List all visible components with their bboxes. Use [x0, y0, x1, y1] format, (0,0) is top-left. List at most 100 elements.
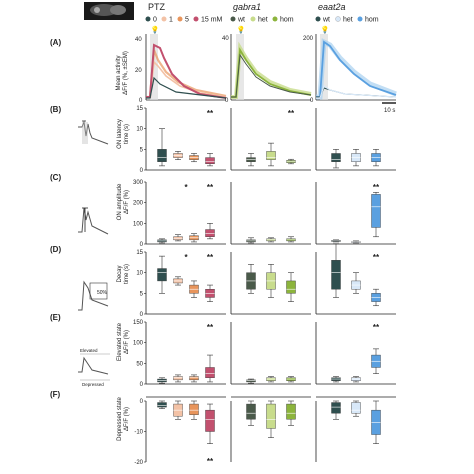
panelC-box-0-3 [205, 229, 215, 237]
panel-ylabel-4-0: Elevated state [117, 322, 123, 361]
panel-ylabel-2-1: ΔF/F (%) [124, 190, 130, 214]
schematic-decay-icon: 50% [78, 280, 109, 311]
panelF-box-2-0 [331, 402, 341, 414]
panelF-box-1-2 [286, 403, 296, 420]
panelB-box-0-3 [205, 157, 215, 165]
panelF-ytick-0: 0 [140, 399, 144, 405]
panelC-ytick-1: 200 [133, 201, 144, 207]
panel-ylabel-1-1: time (s) [124, 124, 130, 144]
panelC-sig-2: ** [373, 183, 380, 192]
panel-ylabel-3-0: Decay [117, 265, 123, 282]
panel-letter-5: (F) [50, 390, 61, 399]
panel-a-col3-ytick-0: 0 [310, 98, 314, 104]
panel-a-col2-ytick-0: 0 [225, 98, 229, 104]
panelB-box-2-0 [331, 153, 341, 162]
panelB-box-0-0 [157, 149, 167, 162]
panel-ylabel-0-1: ΔF/F (%, ±SEM) [123, 51, 129, 95]
panele-boxplots: 150 100 50 0 ** ** [133, 320, 396, 388]
legend-gabra1-wt: wt [237, 17, 245, 24]
panelF-box-0-3 [205, 409, 215, 432]
panelF-ytick-1: -10 [134, 430, 143, 436]
panelF-ytick-2: -20 [134, 460, 143, 466]
panel-a-traces: 💡 💡 💡 40 20 0 40 0 200 0 10 s [135, 25, 397, 114]
legend-ptz-15: 15 mM [201, 17, 223, 24]
panelD-sig-0: * [184, 253, 188, 262]
schematic-amplitude-icon [78, 207, 109, 235]
panelF-sig-0: ** [207, 457, 214, 466]
panelB-ytick-3: 0 [140, 168, 144, 174]
panelC-sig-0: * [184, 183, 188, 192]
panel-ylabel-4-1: ΔF/F (%) [124, 330, 130, 354]
panel-a-col1-ytick-40: 40 [135, 37, 142, 43]
panelF-box-2-1 [351, 402, 361, 414]
panelE-ytick-0: 150 [133, 320, 144, 326]
legend-ptz: 0 1 5 15 mM [145, 16, 223, 24]
panel-a-col3-ytick-200: 200 [303, 36, 314, 42]
schematic-state-icon: Elevated Depressed [78, 348, 110, 387]
legend-gabra1: wt het hom [230, 16, 294, 24]
panelf-boxplots: 0 -10 -20 ** [134, 396, 396, 466]
schematic-latency-icon [78, 120, 109, 145]
panelC-sig2-0: ** [207, 183, 214, 192]
light-stim-icon-2: 💡 [237, 25, 246, 34]
panelE-sig-0: ** [207, 323, 214, 332]
light-stim-icon-3: 💡 [321, 25, 330, 34]
panelB-ytick-0: 15 [136, 106, 143, 112]
panelF-box-0-2 [189, 403, 199, 415]
panelF-box-0-0 [157, 402, 167, 408]
panelE-ytick-2: 50 [136, 361, 143, 367]
panelC-box-0-1 [173, 236, 183, 241]
panel-letter-1: (B) [50, 105, 61, 114]
panel-a-col1-ytick-0: 0 [139, 98, 143, 104]
panel-letter-2: (C) [50, 173, 61, 182]
panel-letter-0: (A) [50, 38, 61, 47]
panelD-ytick-3: 0 [140, 312, 144, 318]
panelF-box-1-1 [266, 403, 276, 429]
larva-brain-image [84, 2, 134, 20]
scalebar-label: 10 s [384, 108, 395, 114]
panel-a-col1-ytick-20: 20 [135, 68, 142, 74]
panel-ylabel-5-0: Depressed state [117, 396, 123, 440]
panelC-box-2-2 [371, 194, 381, 228]
panelE-box-0-2 [189, 376, 199, 381]
legend-ptz-0: 0 [153, 17, 157, 24]
panelE-box-0-3 [205, 367, 215, 379]
panelD-box-2-0 [331, 260, 341, 290]
panelD-ytick-1: 10 [136, 271, 143, 277]
panel-letter-3: (D) [50, 245, 61, 254]
panelF-box-1-0 [246, 403, 256, 420]
panelD-box-0-0 [157, 268, 167, 282]
legend-eaat2a-hom: hom [365, 17, 379, 24]
panelE-ytick-1: 100 [133, 341, 144, 347]
col-title-eaat2a: eaat2a [318, 2, 346, 12]
panelE-box-0-1 [173, 376, 183, 381]
panelD-sig-2: ** [373, 253, 380, 262]
svg-text:Depressed: Depressed [82, 382, 104, 387]
panelB-sig-1: ** [288, 109, 295, 118]
svg-text:Elevated: Elevated [80, 348, 98, 353]
panel-ylabel-0-0: Mean activity [116, 55, 122, 90]
panelC-ytick-3: 0 [140, 242, 144, 248]
panelD-ytick-0: 15 [136, 250, 143, 256]
panelD-box-1-2 [286, 280, 296, 294]
legend-gabra1-het: het [258, 17, 268, 24]
panelb-boxplots: 15 10 5 0 ** ** [136, 106, 396, 174]
panelD-ytick-2: 5 [140, 291, 144, 297]
legend-gabra1-hom: hom [280, 17, 294, 24]
panelD-sig2-0: ** [207, 253, 214, 262]
panelB-ytick-2: 5 [140, 147, 144, 153]
panelB-sig-0: ** [207, 109, 214, 118]
panel-ylabel-2-0: ON amplitude [117, 183, 123, 220]
legend-ptz-5: 5 [185, 17, 189, 24]
svg-text:50%: 50% [97, 290, 108, 296]
legend-eaat2a: wt het hom [315, 16, 379, 24]
light-stim-icon-1: 💡 [151, 25, 160, 34]
panel-a-col2-ytick-40: 40 [222, 36, 229, 42]
panelB-ytick-1: 10 [136, 127, 143, 133]
col-title-ptz: PTZ [148, 2, 166, 12]
panelB-box-1-1 [266, 151, 276, 160]
panel-ylabel-3-1: time (s) [124, 264, 130, 284]
